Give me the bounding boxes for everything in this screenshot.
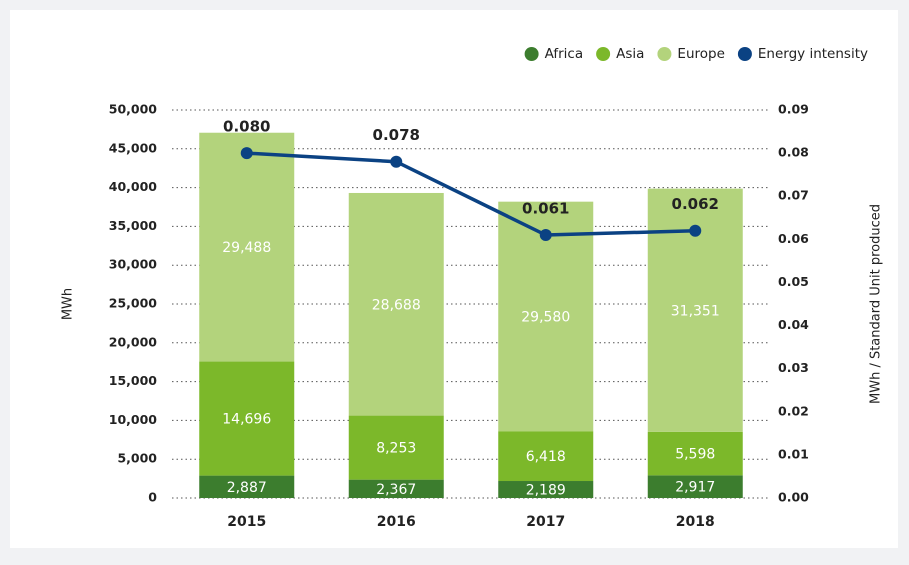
x-tick-label: 2017 bbox=[526, 514, 565, 530]
data-label: 2,367 bbox=[376, 482, 416, 498]
legend-label: Energy intensity bbox=[758, 46, 868, 62]
legend-label: Asia bbox=[616, 46, 644, 62]
x-tick-label: 2018 bbox=[676, 514, 715, 530]
y2-tick-label: 0.02 bbox=[778, 403, 809, 418]
y2-tick-label: 0.07 bbox=[778, 188, 809, 203]
x-tick-label: 2016 bbox=[377, 514, 416, 530]
y2-tick-label: 0.05 bbox=[778, 274, 809, 289]
legend-marker bbox=[737, 47, 752, 61]
bar-segment bbox=[647, 431, 743, 476]
panel bbox=[10, 10, 898, 548]
bar-segment bbox=[348, 192, 444, 416]
y-tick-label: 30,000 bbox=[109, 257, 158, 272]
legend-label: Europe bbox=[677, 46, 724, 62]
line-point bbox=[539, 229, 552, 242]
y-tick-label: 40,000 bbox=[109, 179, 158, 194]
line-label: 0.061 bbox=[522, 200, 569, 218]
line bbox=[246, 151, 696, 237]
y2-tick-label: 0.09 bbox=[778, 102, 809, 117]
line-point bbox=[390, 155, 403, 168]
y-tick-label: 5,000 bbox=[117, 451, 157, 466]
line-label: 0.078 bbox=[373, 126, 420, 144]
legend-marker bbox=[596, 47, 611, 61]
y2-axis-label: MWh / Standard Unit produced bbox=[869, 204, 884, 404]
data-label: 28,688 bbox=[372, 297, 421, 313]
legend-label: Africa bbox=[545, 46, 584, 62]
y-tick-label: 10,000 bbox=[109, 412, 158, 427]
y-tick-label: 15,000 bbox=[109, 373, 158, 388]
y2-tick-label: 0.00 bbox=[778, 490, 809, 505]
legend-marker bbox=[657, 47, 672, 61]
y-tick-label: 20,000 bbox=[109, 334, 158, 349]
data-label: 5,598 bbox=[675, 447, 715, 463]
data-label: 29,580 bbox=[521, 309, 570, 325]
line-point bbox=[240, 147, 253, 160]
y2-tick-label: 0.03 bbox=[778, 360, 809, 375]
data-label: 31,351 bbox=[671, 303, 720, 319]
y-tick-label: 45,000 bbox=[109, 140, 158, 155]
data-label: 2,189 bbox=[526, 483, 566, 499]
data-label: 8,253 bbox=[376, 441, 416, 457]
y-tick-label: 25,000 bbox=[109, 296, 158, 311]
y-tick-label: 35,000 bbox=[109, 218, 158, 233]
data-label: 29,488 bbox=[222, 240, 271, 256]
y2-tick-label: 0.06 bbox=[778, 231, 809, 246]
bar-segment bbox=[348, 479, 444, 498]
line-label: 0.080 bbox=[223, 118, 270, 136]
bar-segment bbox=[647, 475, 743, 498]
bar-segment bbox=[199, 361, 295, 476]
y-tick-label: 50,000 bbox=[109, 102, 158, 117]
y2-tick-label: 0.01 bbox=[778, 446, 809, 461]
data-label: 2,887 bbox=[227, 480, 267, 496]
bar-segment bbox=[498, 431, 594, 482]
line-point bbox=[689, 224, 702, 237]
y-tick-label: 0 bbox=[148, 490, 157, 505]
data-label: 6,418 bbox=[526, 449, 566, 465]
data-label: 14,696 bbox=[222, 412, 271, 428]
legend-marker bbox=[524, 47, 539, 61]
bar-segment bbox=[498, 481, 594, 498]
line-label: 0.062 bbox=[672, 195, 719, 213]
bar-segment bbox=[199, 475, 295, 498]
data-label: 2,917 bbox=[675, 480, 715, 496]
bar-segment bbox=[348, 415, 444, 480]
y-axis-label: MWh bbox=[61, 288, 76, 320]
x-tick-label: 2015 bbox=[227, 514, 266, 530]
y2-tick-label: 0.08 bbox=[778, 145, 809, 160]
bar-segment bbox=[199, 132, 295, 362]
y2-tick-label: 0.04 bbox=[778, 317, 809, 332]
